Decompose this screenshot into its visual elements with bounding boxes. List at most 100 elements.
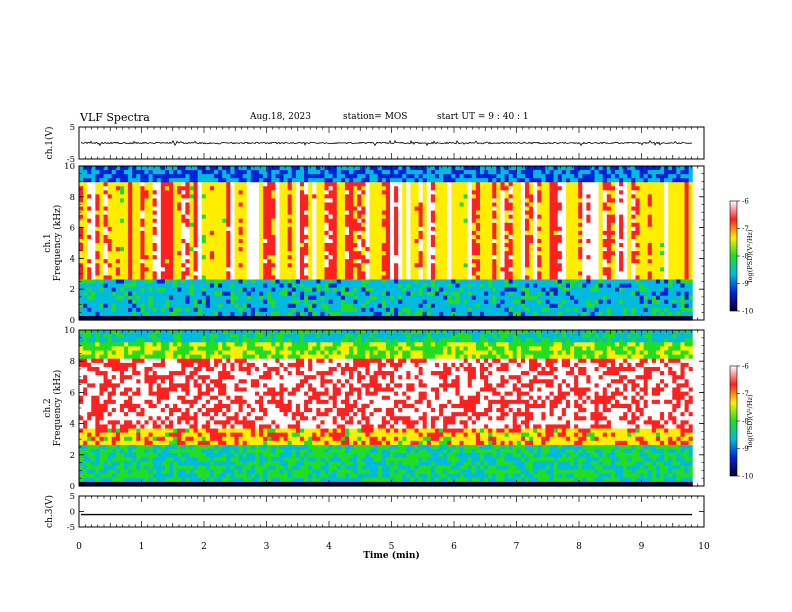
- spectrogram-cell: [177, 247, 182, 252]
- spectrogram-cell: [365, 271, 371, 277]
- spectrogram-cell: [377, 190, 383, 195]
- spectrogram-cell: [91, 222, 96, 228]
- spectrogram-cell: [545, 198, 551, 204]
- spectrogram-cell: [99, 303, 105, 309]
- spectrogram-cell: [500, 214, 506, 220]
- spectrogram-cell: [259, 226, 264, 232]
- spectrogram-cell: [111, 234, 117, 240]
- spectrogram-cell: [598, 291, 604, 297]
- spectrogram-cell: [242, 178, 248, 183]
- spectrogram-cell: [181, 178, 186, 183]
- spectrogram-cell: [336, 315, 342, 321]
- spectrogram-cell: [537, 190, 542, 195]
- spectrogram-cell: [422, 214, 428, 220]
- spectrogram-cell: [602, 202, 608, 208]
- spectrogram-cell: [533, 226, 538, 232]
- spectrogram-cell: [426, 263, 432, 268]
- spectrogram-cell: [537, 206, 542, 212]
- spectrogram-cell: [418, 295, 424, 301]
- spectrogram-cell: [439, 194, 444, 200]
- spectrogram-cell: [586, 226, 592, 232]
- spectrogram-cell: [512, 295, 518, 301]
- spectrogram-cell: [553, 263, 559, 268]
- spectrogram-cell: [95, 214, 101, 220]
- spectrogram-cell: [152, 234, 158, 240]
- spectrogram-cell: [152, 218, 158, 224]
- spectrogram-cell: [479, 210, 485, 216]
- spectrogram-cell: [406, 267, 412, 272]
- spectrogram-cell: [185, 255, 191, 260]
- spectrogram-cell: [197, 174, 203, 179]
- spectrogram-cell: [136, 243, 141, 248]
- spectrogram-cell: [565, 299, 571, 305]
- spectrogram-cell: [205, 251, 211, 256]
- spectrogram-cell: [95, 295, 101, 301]
- spectrogram-cell: [410, 214, 416, 220]
- spectrogram-cell: [95, 251, 101, 256]
- spectrogram-cell: [119, 307, 125, 313]
- spectrogram-cell: [324, 234, 330, 240]
- spectrogram-cell: [426, 182, 432, 187]
- spectrogram-cell: [275, 174, 281, 179]
- spectrogram-cell: [475, 210, 481, 216]
- spectrogram-cell: [222, 186, 227, 191]
- spectrogram-cell: [496, 295, 502, 301]
- spectrogram-cell: [578, 251, 583, 256]
- spectrogram-cell: [222, 275, 227, 281]
- spectrogram-cell: [557, 206, 563, 212]
- spectrogram-cell: [590, 267, 596, 272]
- spectrogram-cell: [119, 230, 125, 236]
- spectrogram-cell: [426, 299, 432, 305]
- spectrogram-cell: [418, 287, 424, 293]
- spectrogram-cell: [181, 190, 186, 195]
- spectrogram-cell: [451, 230, 457, 236]
- spectrogram-cell: [430, 174, 436, 179]
- spectrogram-cell: [91, 311, 96, 317]
- spectrogram-cell: [398, 255, 403, 260]
- spectrogram-cell: [520, 311, 526, 317]
- spectrogram-cell: [111, 303, 117, 309]
- spectrogram-cell: [287, 247, 293, 252]
- spectrogram-cell: [541, 251, 547, 256]
- spectrogram-cell: [524, 263, 530, 268]
- spectrogram-cell: [193, 307, 199, 313]
- spectrogram-cell: [463, 247, 469, 252]
- spectrogram-cell: [173, 170, 178, 175]
- spectrogram-cell: [79, 230, 84, 236]
- spectrogram-cell: [209, 218, 215, 224]
- spectrogram-cell: [455, 230, 461, 236]
- spectrogram-cell: [463, 190, 469, 195]
- spectrogram-cell: [95, 259, 101, 264]
- spectrogram-cell: [394, 311, 399, 317]
- spectrogram-cell: [267, 210, 272, 216]
- spectrogram-cell: [242, 263, 248, 268]
- spectrogram-cell: [140, 190, 146, 195]
- spectrogram-cell: [136, 315, 141, 321]
- spectrogram-cell: [463, 271, 469, 277]
- spectrogram-cell: [606, 166, 612, 171]
- spectrogram-cell: [357, 202, 362, 208]
- spectrogram-cell: [332, 174, 338, 179]
- spectrogram-cell: [434, 275, 440, 281]
- spectrogram-cell: [455, 226, 461, 232]
- spectrogram-cell: [455, 202, 461, 208]
- spectrogram-cell: [455, 186, 461, 191]
- spectrogram-cell: [136, 166, 141, 171]
- spectrogram-cell: [312, 271, 317, 277]
- spectrogram-cell: [140, 299, 146, 305]
- spectrogram-cell: [537, 230, 542, 236]
- spectrogram-cell: [99, 287, 105, 293]
- spectrogram-cell: [173, 271, 178, 277]
- spectrogram-cell: [434, 251, 440, 256]
- spectrogram-cell: [353, 291, 358, 297]
- spectrogram-cell: [205, 283, 211, 289]
- spectrogram-cell: [222, 182, 227, 187]
- spectrogram-cell: [254, 202, 260, 208]
- spectrogram-cell: [136, 194, 141, 200]
- spectrogram-cell: [578, 194, 583, 200]
- spectrogram-cell: [455, 174, 461, 179]
- spectrogram-cell: [594, 166, 600, 171]
- spectrogram-cell: [402, 259, 407, 264]
- spectrogram-cell: [91, 307, 96, 313]
- spectrogram-cell: [226, 255, 231, 260]
